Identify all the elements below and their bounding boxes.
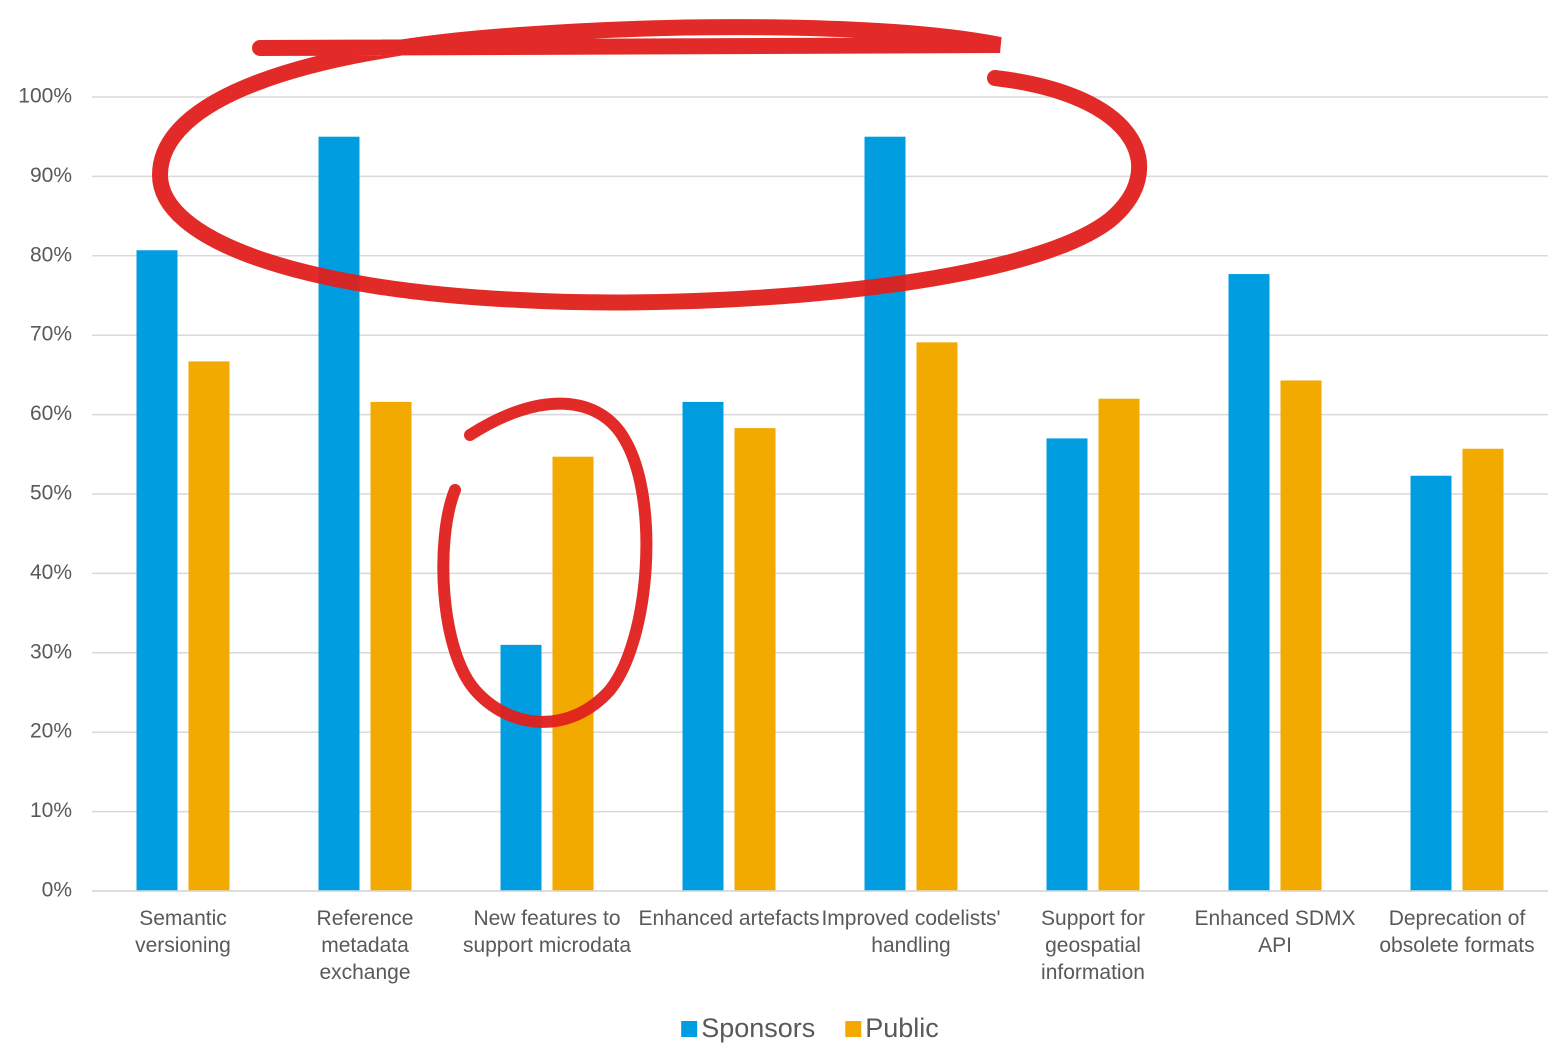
bar <box>1046 438 1088 891</box>
y-tick-label: 30% <box>30 640 72 663</box>
x-tick-label: Support for geospatial information <box>1041 907 1145 984</box>
bar <box>682 401 724 891</box>
y-tick-label: 20% <box>30 720 72 743</box>
bar <box>500 644 542 891</box>
x-tick-label: Deprecation of obsolete formats <box>1379 907 1535 957</box>
legend-label: Public <box>865 1013 939 1043</box>
legend-swatch <box>681 1021 698 1037</box>
x-tick-label: Reference metadata exchange <box>316 907 414 984</box>
x-tick-label-box: Semantic versioning <box>135 907 231 957</box>
y-tick-label: 80% <box>30 243 72 266</box>
x-tick-label: Enhanced SDMX API <box>1194 907 1356 957</box>
y-tick-label: 100% <box>18 85 72 108</box>
plot-area: 0% 10% 20% 30% 40% 50% 60% 70% 80% 90% 100% Semanti… <box>18 85 1548 984</box>
x-tick-label-box: Deprecation of obsolete formats <box>1379 907 1535 957</box>
x-tick-label-box: Enhanced artefacts <box>638 907 820 930</box>
y-tick-label: 0% <box>42 879 72 902</box>
y-tick-label: 50% <box>30 482 72 505</box>
x-tick-label-box: Reference metadata exchange <box>316 907 414 984</box>
bar <box>1410 475 1452 891</box>
highlight-ellipse <box>437 397 653 728</box>
bar <box>734 428 776 891</box>
x-tick-label: Semantic versioning <box>135 907 231 957</box>
x-tick-label-box: New features to support microdata <box>462 907 632 957</box>
bar <box>552 456 594 891</box>
bar <box>370 401 412 891</box>
y-tick-label: 60% <box>30 402 72 425</box>
bar <box>916 342 958 891</box>
highlight-ellipse <box>151 19 1148 311</box>
y-tick-label: 90% <box>30 164 72 187</box>
legend-label: Sponsors <box>701 1013 815 1043</box>
x-tick-label-box: Improved codelists' handling <box>821 907 1001 957</box>
bar <box>188 361 230 892</box>
y-tick-label: 70% <box>30 323 72 346</box>
x-tick-label-box: Enhanced SDMX API <box>1194 907 1356 957</box>
x-tick-label: New features to support microdata <box>462 907 632 957</box>
bar <box>1462 448 1504 891</box>
x-tick-label-box: Support for geospatial information <box>1041 907 1145 984</box>
bar <box>136 250 178 891</box>
legend-item: Sponsors <box>681 1013 815 1043</box>
bar <box>864 136 906 891</box>
legend-swatch <box>845 1021 862 1037</box>
legend-item: Public <box>845 1013 939 1043</box>
x-tick-label: Improved codelists' handling <box>821 907 1001 957</box>
y-tick-label: 40% <box>30 561 72 584</box>
bar <box>318 136 360 891</box>
bar <box>1228 274 1270 891</box>
annotations <box>151 19 1148 728</box>
bar <box>1280 380 1322 891</box>
bar <box>1098 398 1140 891</box>
x-tick-label: Enhanced artefacts <box>638 907 820 930</box>
legend: Sponsors Public <box>681 1013 939 1043</box>
y-tick-label: 10% <box>30 799 72 822</box>
